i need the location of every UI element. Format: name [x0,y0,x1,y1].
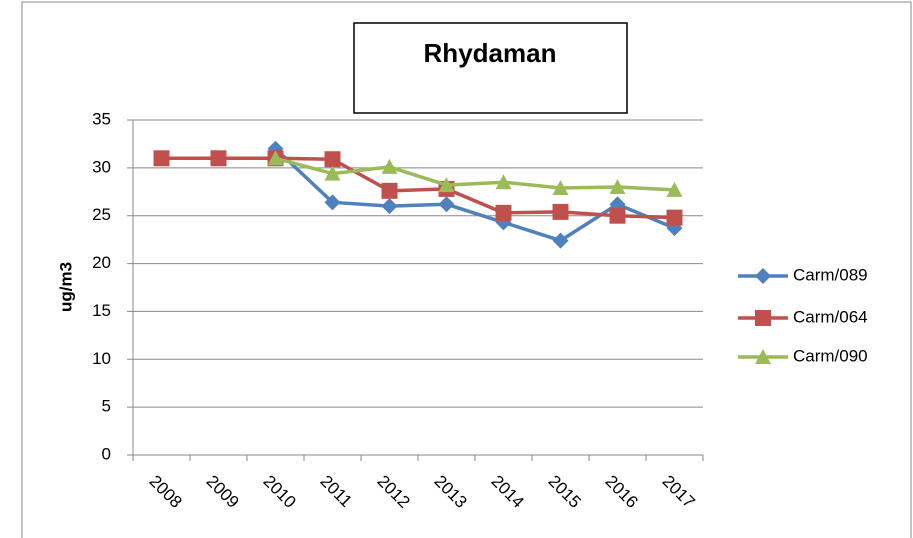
series-line [161,156,675,220]
data-point [153,150,170,167]
legend-label: Carm/090 [793,346,868,365]
y-tick-label: 15 [92,301,111,320]
legend-marker [755,310,771,326]
chart-title: Rhydaman [424,38,557,68]
data-point [381,198,398,215]
y-axis-label: ug/m3 [56,262,75,312]
data-point [495,174,512,190]
series-line [275,156,675,192]
data-point [324,194,341,211]
data-point [267,150,284,166]
data-point [210,150,227,167]
series-line [274,147,676,243]
y-tick-label: 10 [92,349,111,368]
y-tick-label: 5 [102,397,111,416]
y-tick-label: 20 [92,253,111,272]
data-point [552,232,569,249]
y-tick-label: 0 [102,444,111,463]
data-point [609,207,626,224]
y-tick-label: 35 [92,109,111,128]
legend-label: Carm/064 [793,307,868,326]
data-point [495,204,512,221]
legend-marker [755,268,771,284]
data-point [324,165,341,181]
data-point [438,196,455,213]
title-box [353,22,628,114]
data-point [381,158,398,174]
legend-marker [755,349,771,364]
y-tick-label: 30 [92,157,111,176]
data-point [609,179,626,194]
data-point [666,209,683,226]
data-point [438,177,455,193]
data-point [552,179,569,195]
data-point [666,181,683,197]
y-tick-label: 25 [92,205,111,224]
data-point [552,203,569,220]
data-point [381,182,398,199]
legend-label: Carm/089 [793,265,868,284]
data-point [324,151,341,168]
